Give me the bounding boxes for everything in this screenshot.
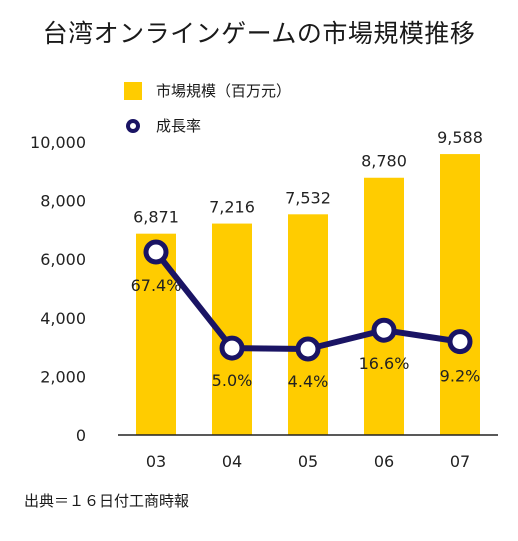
legend-swatch-line (126, 118, 140, 133)
chart-title: 台湾オンラインゲームの市場規模推移 (42, 19, 476, 48)
growth-rate-point (219, 335, 245, 361)
legend-label-market-size: 市場規模（百万元） (156, 82, 292, 100)
source-note: 出典＝１６日付工商時報 (24, 492, 190, 510)
y-tick-label: 2,000 (40, 367, 86, 386)
legend-label-growth-rate: 成長率 (156, 117, 202, 135)
growth-rate-label: 9.2% (440, 367, 481, 386)
growth-rate-point (447, 329, 473, 355)
x-tick-label: 05 (298, 452, 318, 471)
bar-value-label: 7,532 (285, 188, 331, 207)
x-tick-label: 06 (374, 452, 394, 471)
growth-rate-point (143, 239, 169, 265)
bar-value-label: 6,871 (133, 208, 179, 227)
y-tick-label: 4,000 (40, 309, 86, 328)
legend-item-market-size: 市場規模（百万元） (124, 80, 291, 101)
x-tick-label: 03 (146, 452, 166, 471)
bar-value-label: 7,216 (209, 198, 255, 217)
growth-rate-point (295, 336, 321, 362)
legend-item-growth-rate: 成長率 (124, 115, 201, 136)
growth-rate-label: 5.0% (212, 371, 253, 390)
bar-value-label: 8,780 (361, 152, 407, 171)
bar-market-size (364, 177, 404, 435)
y-tick-label: 0 (76, 426, 86, 445)
legend-swatch-bar (124, 81, 142, 100)
growth-rate-label: 16.6% (359, 354, 410, 373)
bar-market-size (440, 154, 480, 435)
y-tick-label: 6,000 (40, 250, 86, 269)
y-tick-label: 10,000 (30, 133, 86, 152)
x-tick-label: 04 (222, 452, 242, 471)
x-tick-label: 07 (450, 452, 470, 471)
growth-rate-point (371, 317, 397, 343)
growth-rate-label: 4.4% (288, 372, 329, 391)
growth-rate-label: 67.4% (131, 276, 182, 295)
bar-value-label: 9,588 (437, 128, 483, 147)
y-tick-label: 8,000 (40, 192, 86, 211)
bar-market-size (288, 214, 328, 435)
